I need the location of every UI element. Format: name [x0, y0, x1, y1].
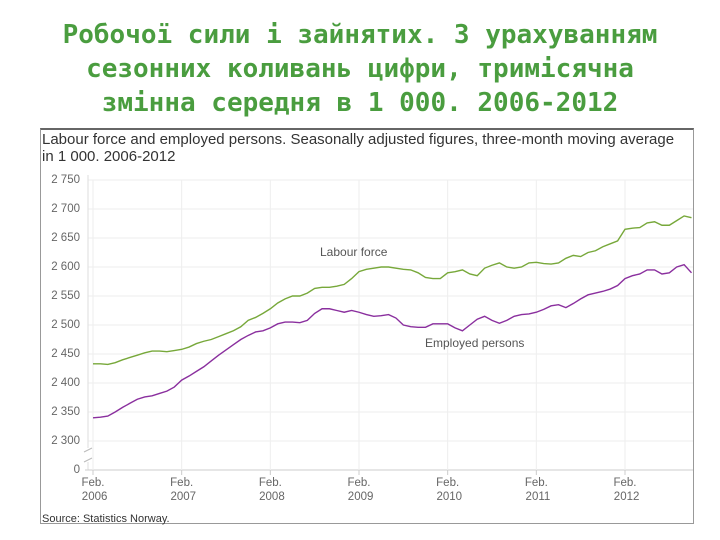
x-tick-label: Feb. 2010 [433, 477, 462, 503]
series-line [92, 263, 693, 419]
y-tick-label: 2 750 [51, 174, 80, 186]
y-tick-label: 0 [74, 464, 80, 476]
x-tick-label: Feb. 2012 [611, 477, 640, 503]
heading-line: сезонних коливань цифри, тримісячна [86, 54, 634, 84]
series-label: Labour force [320, 245, 388, 259]
chart-frame [40, 128, 694, 524]
y-tick-label: 2 600 [51, 261, 80, 273]
x-tick-label: Feb. 2011 [522, 477, 550, 503]
y-tick-label: 2 350 [51, 406, 80, 418]
x-tick-label: Feb. 2008 [256, 477, 285, 503]
x-tick-label: Feb. 2007 [167, 477, 196, 503]
y-tick-label: 2 650 [51, 232, 80, 244]
y-tick-label: 2 550 [51, 290, 80, 302]
y-tick-label: 2 300 [51, 435, 80, 447]
chart-title: Labour force and employed persons. Seaso… [42, 131, 675, 165]
x-tick-label: Feb. 2006 [79, 477, 108, 503]
axis-break [83, 447, 93, 463]
y-tick-label: 2 500 [51, 319, 80, 331]
heading-line: змінна середня в 1 000. 2006-2012 [101, 88, 619, 118]
series-line [93, 215, 692, 366]
source: Source: Statistics Norway. [42, 513, 170, 525]
y-tick-label: 2 700 [51, 203, 80, 215]
series-label: Employed persons [425, 336, 524, 350]
y-tick-label: 2 400 [51, 377, 80, 389]
y-tick-label: 2 450 [51, 348, 80, 360]
heading-line: Робочої сили і зайнятих. З урахуванням [62, 20, 658, 50]
x-tick-label: Feb. 2009 [345, 477, 374, 503]
